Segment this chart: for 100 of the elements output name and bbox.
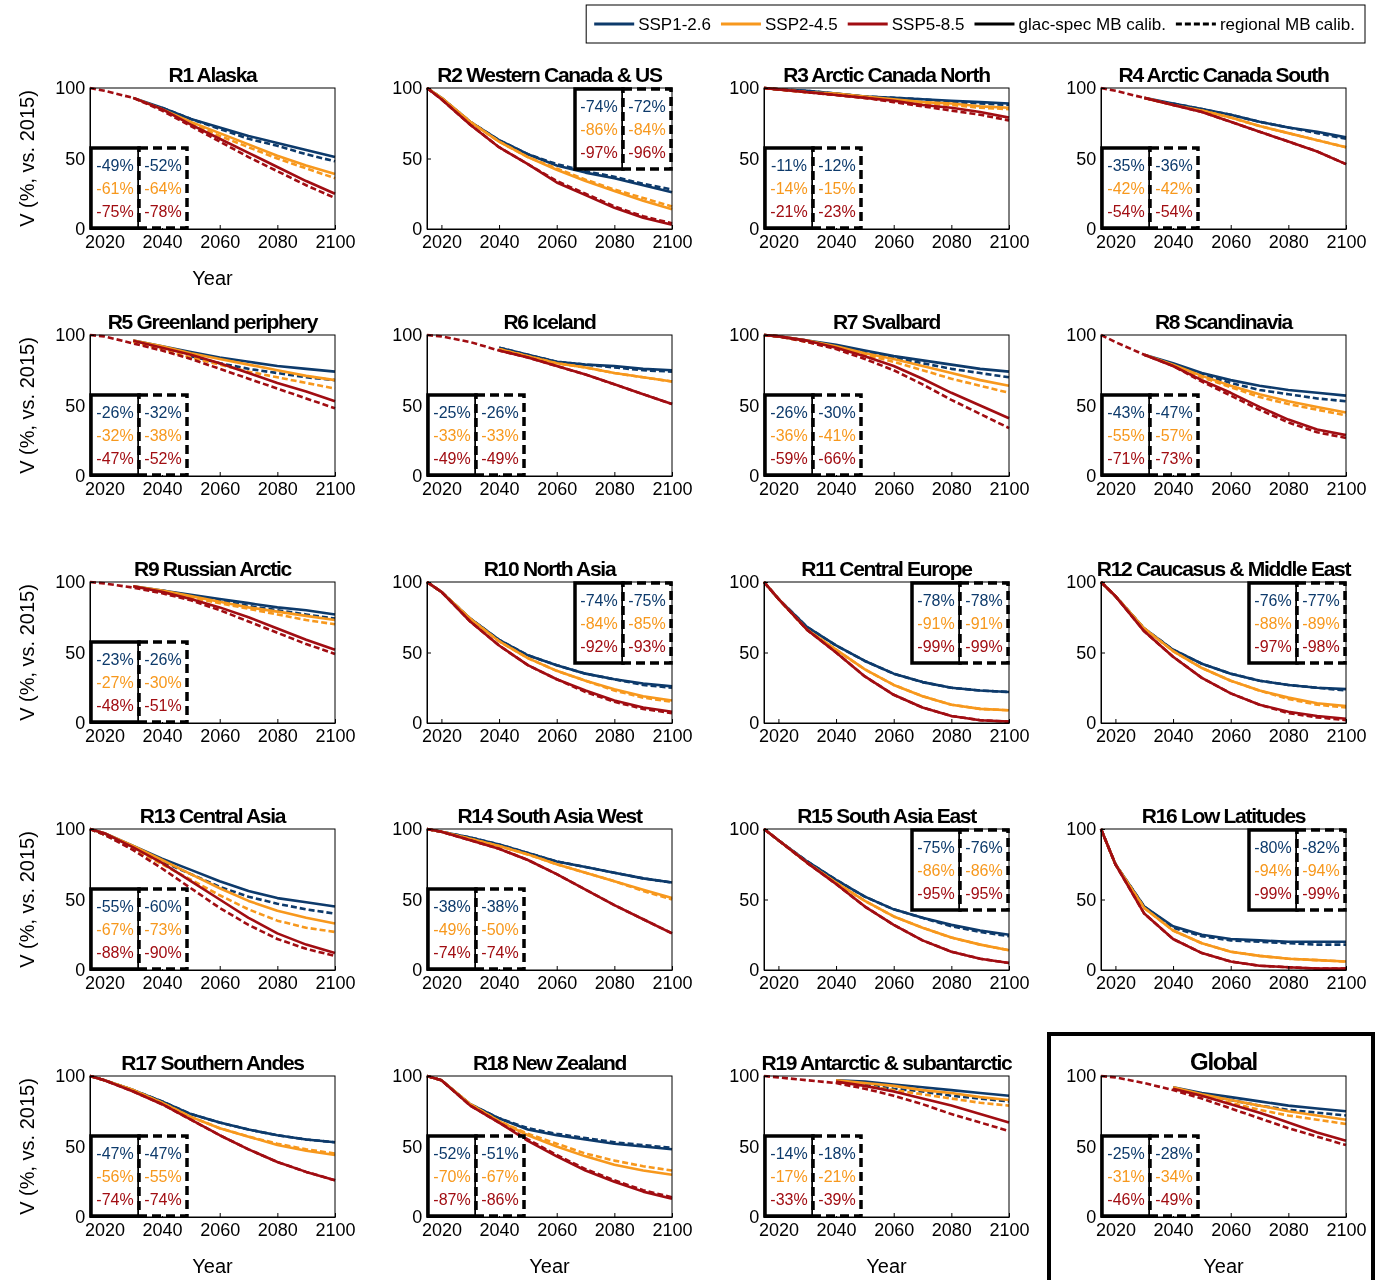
annotation: -99% — [1254, 885, 1292, 903]
annotation: -36% — [770, 427, 808, 445]
x-tick-label: 2060 — [874, 232, 915, 253]
y-tick-label: 100 — [392, 325, 423, 346]
annotation: -57% — [1155, 427, 1193, 445]
x-tick-label: 2100 — [315, 479, 356, 500]
annotation: -25% — [1107, 1145, 1145, 1163]
x-tick-label: 2040 — [479, 973, 520, 994]
x-tick-label: 2020 — [758, 726, 799, 747]
y-tick-label: 0 — [412, 219, 423, 240]
y-tick-label: 0 — [1086, 1207, 1097, 1228]
annotation: -99% — [1302, 885, 1340, 903]
legend-label: SSP5-8.5 — [891, 14, 965, 34]
x-tick-label: 2040 — [479, 726, 520, 747]
annotation: -74% — [580, 98, 618, 116]
annotation: -51% — [481, 1145, 519, 1163]
x-tick-label: 2060 — [874, 726, 915, 747]
y-tick-label: 0 — [412, 960, 423, 981]
x-tick-label: 2080 — [594, 726, 635, 747]
y-tick-label: 50 — [739, 642, 760, 663]
annotation: -97% — [1254, 638, 1292, 656]
x-tick-label: 2020 — [84, 479, 125, 500]
x-tick-label: 2060 — [1211, 232, 1252, 253]
x-tick-label: 2080 — [257, 232, 298, 253]
x-tick-label: 2100 — [652, 1220, 693, 1241]
chart-title: R9 Russian Arctic — [134, 557, 293, 580]
y-tick-label: 50 — [739, 395, 760, 416]
x-tick-label: 2100 — [315, 726, 356, 747]
annotation: -15% — [818, 180, 856, 198]
text: regional MB calib. — [1219, 14, 1355, 34]
annotation: -91% — [917, 615, 955, 633]
x-tick-label: 2060 — [874, 479, 915, 500]
y-tick-label: 100 — [1066, 572, 1097, 593]
chart-title: R4 Arctic Canada South — [1118, 63, 1329, 86]
x-tick-label: 2100 — [989, 726, 1030, 747]
annotation: -30% — [144, 674, 182, 692]
x-tick-label: 2100 — [989, 232, 1030, 253]
chart-title: R6 Iceland — [503, 310, 596, 333]
y-axis-title: V (%, vs. 2015) — [16, 584, 38, 721]
annotation: -46% — [1107, 1191, 1145, 1209]
x-tick-label: 2100 — [989, 973, 1030, 994]
legend-label: SSP2-4.5 — [764, 14, 838, 34]
annotation: -33% — [770, 1191, 808, 1209]
annotation: -14% — [770, 1145, 808, 1163]
annotation: -12% — [818, 157, 856, 175]
annotation: -50% — [481, 921, 519, 939]
x-tick-label: 2080 — [1268, 1220, 1309, 1241]
x-axis-title: Year — [1203, 1255, 1245, 1277]
x-tick-label: 2020 — [1095, 232, 1136, 253]
x-tick-label: 2040 — [816, 726, 857, 747]
annotation: -91% — [965, 615, 1003, 633]
annotation: -47% — [144, 1145, 182, 1163]
x-axis-title: Year — [192, 267, 234, 289]
chart-title: R8 Scandinavia — [1154, 310, 1294, 333]
x-tick-label: 2020 — [1095, 973, 1136, 994]
x-tick-label: 2020 — [758, 479, 799, 500]
x-tick-label: 2040 — [479, 479, 520, 500]
annotation: -84% — [580, 615, 618, 633]
y-tick-label: 100 — [392, 819, 423, 840]
x-tick-label: 2100 — [315, 973, 356, 994]
y-tick-label: 100 — [1066, 78, 1097, 99]
x-tick-label: 2060 — [874, 973, 915, 994]
annotation: -90% — [144, 944, 182, 962]
x-tick-label: 2060 — [537, 232, 578, 253]
y-tick-label: 0 — [749, 960, 760, 981]
annotation: -86% — [580, 121, 618, 139]
chart-title: R7 Svalbard — [832, 310, 941, 333]
x-tick-label: 2020 — [758, 973, 799, 994]
y-tick-label: 0 — [75, 219, 86, 240]
annotation: -49% — [1155, 1191, 1193, 1209]
annotation: -51% — [144, 697, 182, 715]
annotation: -28% — [1155, 1145, 1193, 1163]
y-tick-label: 100 — [392, 78, 423, 99]
annotation: -49% — [433, 450, 471, 468]
annotation: -36% — [1155, 157, 1193, 175]
annotation: -61% — [96, 180, 134, 198]
x-tick-label: 2060 — [537, 726, 578, 747]
annotation: -49% — [96, 157, 134, 175]
annotation: -95% — [965, 885, 1003, 903]
annotation: -55% — [1107, 427, 1145, 445]
y-tick-label: 50 — [65, 1136, 86, 1157]
x-tick-label: 2080 — [931, 1220, 972, 1241]
chart-title: R11 Central Europe — [801, 557, 973, 580]
y-tick-label: 0 — [412, 713, 423, 734]
annotation: -67% — [481, 1168, 519, 1186]
y-tick-label: 100 — [729, 78, 760, 99]
annotation: -74% — [96, 1191, 134, 1209]
y-tick-label: 100 — [55, 572, 86, 593]
chart-title: R2 Western Canada & US — [437, 63, 663, 86]
y-tick-label: 100 — [1066, 819, 1097, 840]
annotation: -39% — [818, 1191, 856, 1209]
annotation: -38% — [433, 898, 471, 916]
annotation: -34% — [1155, 1168, 1193, 1186]
y-tick-label: 0 — [75, 713, 86, 734]
annotation: -99% — [917, 638, 955, 656]
x-tick-label: 2040 — [142, 973, 183, 994]
annotation: -86% — [965, 862, 1003, 880]
y-tick-label: 50 — [1076, 1136, 1097, 1157]
x-tick-label: 2080 — [1268, 726, 1309, 747]
annotation: -33% — [481, 427, 519, 445]
